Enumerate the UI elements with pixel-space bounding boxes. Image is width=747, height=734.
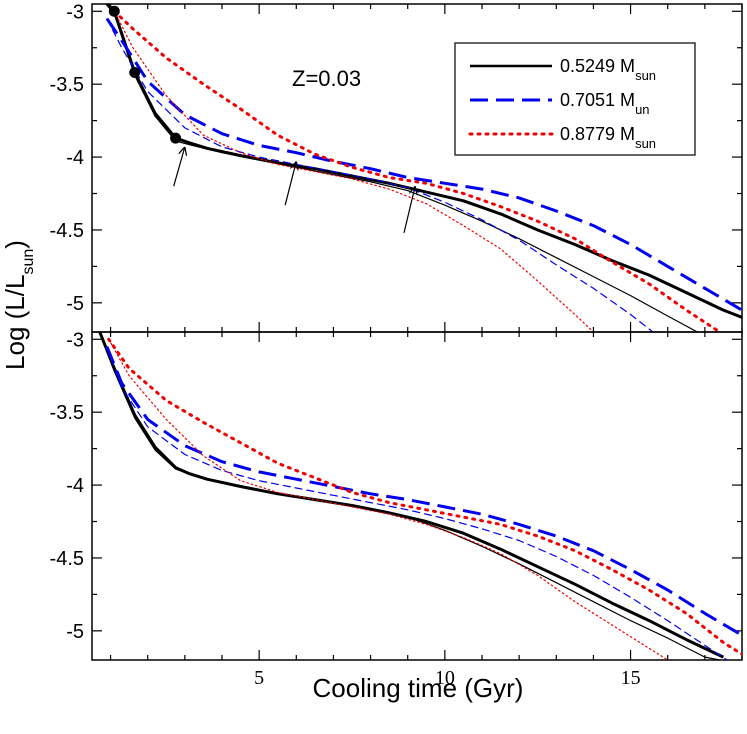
series-line-m0705-thick: [105, 346, 742, 637]
legend-label-m0878: 0.8779 Msun: [560, 124, 656, 151]
legend-box: [454, 42, 696, 156]
x-tick-label: 5: [254, 667, 264, 689]
transition-arrow: [403, 186, 415, 234]
y-tick-label: -3: [66, 1, 84, 23]
series-line-m0525-thin: [105, 4, 698, 332]
panel-bottom: -3 -3.5 -4 -4.5 -5: [50, 329, 743, 661]
panel-bottom-frame: [91, 331, 743, 661]
crystallization-marker: [108, 5, 120, 17]
transition-arrow: [284, 161, 296, 206]
series-line-m0705-thin: [106, 18, 654, 332]
panel-top-arrows: [173, 147, 415, 234]
y-tick-label: -3.5: [50, 402, 84, 424]
panel-top: -3 -3.5 -4 -4.5 -5 Z=0.03 0.5249 Msun 0.7051…: [50, 1, 743, 333]
crystallization-marker: [129, 67, 141, 79]
metallicity-label: Z=0.03: [292, 66, 361, 91]
legend: 0.5249 Msun 0.7051 Mun 0.8779 Msun: [454, 42, 696, 156]
series-line-m0525-thick: [98, 332, 725, 659]
panel-bottom-ticks: -3 -3.5 -4 -4.5 -5: [50, 329, 743, 660]
panel-bottom-series: [98, 332, 742, 660]
x-tick-label: 15: [621, 667, 641, 689]
series-line-m0878-thick: [107, 337, 742, 656]
y-tick-label: -4: [66, 475, 84, 497]
transition-arrow: [173, 147, 185, 187]
y-axis-title: Log (L/Lsun): [0, 240, 37, 370]
legend-label-m0525: 0.5249 Msun: [560, 56, 656, 83]
panel-top-ticks: -3 -3.5 -4 -4.5 -5: [50, 1, 743, 332]
crystallization-marker: [170, 132, 182, 144]
series-line-m0705-thin: [106, 346, 728, 660]
x-tick-labels: 5 10 15: [254, 667, 640, 689]
series-line-m0525-thick: [105, 4, 742, 319]
y-tick-label: -4.5: [50, 548, 84, 570]
y-tick-label: -5: [66, 293, 84, 315]
series-line-m0878-thin: [113, 10, 594, 332]
y-tick-label: -4: [66, 147, 84, 169]
x-axis-title: Cooling time (Gyr): [313, 673, 524, 703]
legend-label-m0705: 0.7051 Mun: [560, 90, 650, 117]
panel-top-series: [105, 4, 742, 332]
series-line-m0878-thick: [112, 9, 722, 332]
y-tick-label: -5: [66, 621, 84, 643]
y-tick-label: -4.5: [50, 220, 84, 242]
y-tick-label: -3: [66, 329, 84, 351]
panel-top-markers: [108, 5, 182, 144]
series-line-m0878-thin: [108, 338, 669, 660]
x-tick-label: 10: [435, 667, 455, 689]
y-tick-label: -3.5: [50, 74, 84, 96]
series-line-m0525-thin: [98, 332, 720, 660]
